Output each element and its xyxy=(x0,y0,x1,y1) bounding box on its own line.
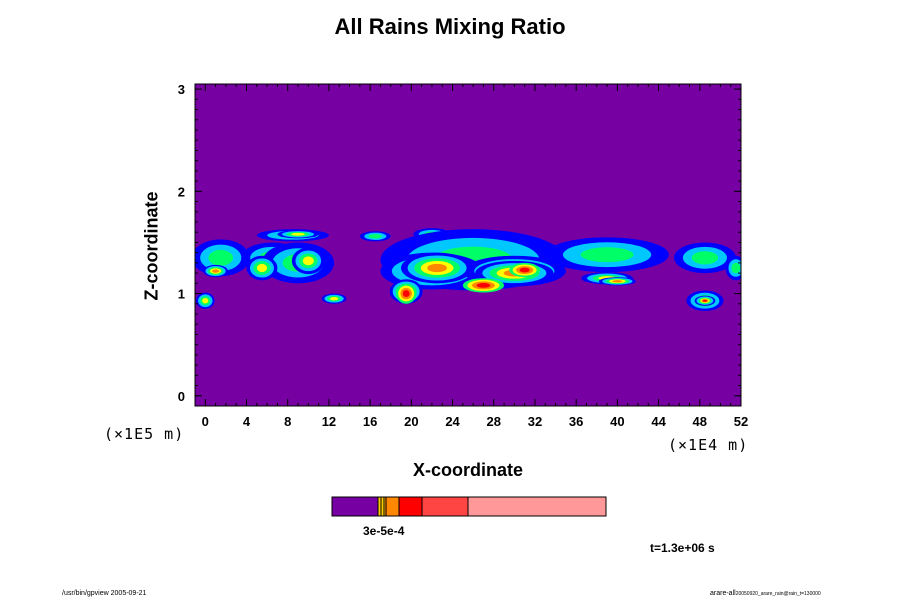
contour-fill xyxy=(612,280,623,283)
x-tick-label: 32 xyxy=(528,414,542,429)
x-tick-label: 48 xyxy=(693,414,707,429)
y-scale-note: (×1E5 m) xyxy=(104,425,185,443)
x-tick-label: 8 xyxy=(284,414,291,429)
x-tick-label: 20 xyxy=(404,414,418,429)
x-tick-label: 24 xyxy=(445,414,460,429)
colorbar-segment xyxy=(468,497,606,516)
contour-fill xyxy=(329,296,339,301)
contour-fill xyxy=(202,297,209,304)
x-axis: 0 4 8 12 16 20 24 28 32 36 40 44 48 52 xyxy=(202,84,748,429)
time-label: t=1.3e+06 s xyxy=(650,541,715,555)
contour-fill xyxy=(212,269,219,273)
x-axis-label: X-coordinate xyxy=(412,460,524,480)
contour-fill xyxy=(702,299,708,302)
x-tick-label: 12 xyxy=(322,414,336,429)
y-tick-label: 3 xyxy=(178,82,185,97)
chart-title: All Rains Mixing Ratio xyxy=(334,14,566,39)
x-tick-label: 0 xyxy=(202,414,209,429)
colorbar xyxy=(331,496,607,517)
y-tick-label: 0 xyxy=(178,389,185,404)
y-tick-label: 1 xyxy=(178,287,185,302)
colorbar-segment xyxy=(332,497,378,516)
contour-fill xyxy=(519,267,530,273)
contour-fill xyxy=(256,263,268,273)
contour-fill xyxy=(731,262,741,274)
x-scale-note: (×1E4 m) xyxy=(668,436,749,454)
x-tick-label: 52 xyxy=(734,414,748,429)
contour-fill xyxy=(427,263,447,273)
y-tick-label: 2 xyxy=(178,184,185,199)
colorbar-tick-label: 3e-5e-4 xyxy=(363,524,405,538)
x-tick-label: 36 xyxy=(569,414,583,429)
x-tick-label: 28 xyxy=(487,414,501,429)
x-tick-label: 4 xyxy=(243,414,251,429)
footer-command-note: /usr/bin/gpview 2005-09-21 xyxy=(62,590,147,597)
x-tick-label: 40 xyxy=(610,414,624,429)
data-field xyxy=(195,228,741,311)
contour-fill xyxy=(208,249,234,266)
colorbar-segment xyxy=(399,497,422,516)
contour-fill xyxy=(691,251,719,265)
contour-fill xyxy=(291,232,305,236)
x-tick-label: 44 xyxy=(651,414,666,429)
contour-fill xyxy=(402,290,410,297)
colorbar-segment xyxy=(385,497,399,516)
footer-file-note: arare-all20050920_arare_rain@rain_t=1300… xyxy=(710,590,821,597)
contour-fill xyxy=(580,247,634,263)
y-axis: 0 1 2 3 xyxy=(178,82,741,404)
colorbar-segment xyxy=(422,497,468,516)
colorbar-frame xyxy=(331,496,607,517)
y-axis-label: Z-coordinate xyxy=(141,191,162,301)
x-tick-label: 16 xyxy=(363,414,377,429)
contour-fill xyxy=(302,256,314,266)
contour-fill xyxy=(476,282,491,288)
contour-fill xyxy=(368,234,382,239)
plot-frame xyxy=(194,83,742,407)
